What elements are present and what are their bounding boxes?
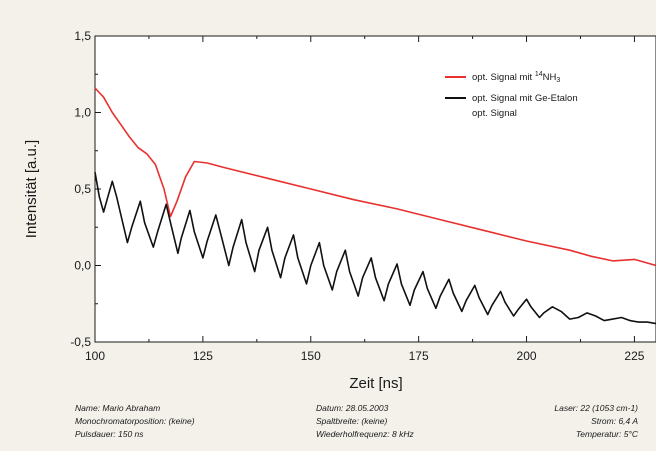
footer-pulse-duration: Pulsdauer: 150 ns bbox=[75, 429, 144, 439]
legend-nh3-sup: 14 bbox=[535, 71, 543, 78]
footer-middle: Datum: 28.05.2003 Spaltbreite: (keine) W… bbox=[316, 402, 414, 441]
footer-current: Strom: 6,4 A bbox=[591, 416, 638, 426]
legend-entry-nh3: opt. Signal mit 14NH3 bbox=[472, 71, 560, 84]
x-tick-label: 125 bbox=[193, 349, 213, 363]
legend-nh3-main: NH bbox=[543, 72, 557, 83]
x-tick-label: 100 bbox=[85, 349, 105, 363]
legend-entry-signal: opt. Signal bbox=[472, 108, 517, 119]
y-tick-label: 0,5 bbox=[74, 182, 91, 196]
footer-repetition-rate: Wiederholfrequenz: 8 kHz bbox=[316, 429, 414, 439]
series-line-0 bbox=[94, 87, 656, 267]
series-layer bbox=[94, 87, 656, 325]
y-tick-label: 1,0 bbox=[74, 106, 91, 120]
legend-entry-etalon: opt. Signal mit Ge-Etalon bbox=[472, 93, 578, 104]
legend-nh3-sub: 3 bbox=[556, 77, 560, 84]
y-tick-label: 1,5 bbox=[74, 29, 91, 43]
x-tick-label: 150 bbox=[301, 349, 321, 363]
y-axis-title: Intensität [a.u.] bbox=[23, 140, 40, 238]
legend: opt. Signal mit 14NH3 opt. Signal mit Ge… bbox=[445, 71, 578, 119]
footer-monochromator: Monochromatorposition: (keine) bbox=[75, 416, 195, 426]
footer-date: Datum: 28.05.2003 bbox=[316, 403, 389, 413]
footer-temperature: Temperatur: 5°C bbox=[575, 429, 638, 439]
x-tick-label: 175 bbox=[409, 349, 429, 363]
y-tick-label: 0,0 bbox=[74, 259, 91, 273]
x-tick-label: 200 bbox=[517, 349, 537, 363]
footer-name: Name: Mario Abraham bbox=[75, 403, 161, 413]
series-line-1 bbox=[94, 172, 656, 325]
x-tick-label: 225 bbox=[624, 349, 644, 363]
axis-ticks: 100 125 150 175 200 225 -0,5 0,0 0,5 1,0 1,5 bbox=[70, 29, 644, 363]
y-tick-label: -0,5 bbox=[70, 335, 91, 349]
legend-nh3-prefix: opt. Signal mit bbox=[472, 72, 535, 83]
plot-area bbox=[94, 35, 656, 343]
x-axis-title: Zeit [ns] bbox=[349, 375, 402, 392]
footer-right: Laser: 22 (1053 cm-1) Strom: 6,4 A Tempe… bbox=[554, 402, 638, 441]
footer-laser: Laser: 22 (1053 cm-1) bbox=[554, 403, 638, 413]
footer-info: Name: Mario Abraham Monochromatorpositio… bbox=[0, 402, 656, 448]
footer-left: Name: Mario Abraham Monochromatorpositio… bbox=[75, 402, 195, 441]
footer-slit-width: Spaltbreite: (keine) bbox=[316, 416, 388, 426]
